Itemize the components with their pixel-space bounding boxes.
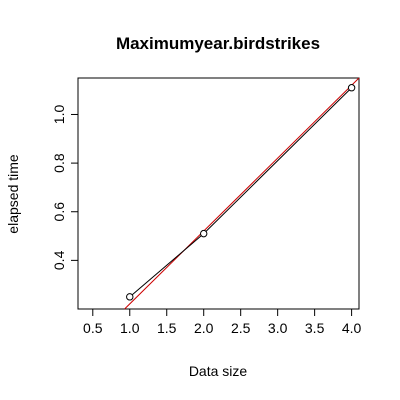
y-tick-label: 0.4 <box>51 250 67 270</box>
x-axis: 0.5 1.0 1.5 2.0 2.5 3.0 3.5 4.0 <box>83 309 362 336</box>
x-axis-label: Data size <box>189 363 248 379</box>
x-tick-label: 2.0 <box>194 320 214 336</box>
x-tick-label: 4.0 <box>342 320 362 336</box>
series-line <box>129 87 352 298</box>
y-axis-label: elapsed time <box>5 154 21 234</box>
x-tick-label: 3.5 <box>305 320 325 336</box>
fit-line-layer <box>124 77 360 310</box>
data-point <box>347 84 356 92</box>
x-tick-label: 2.5 <box>231 320 251 336</box>
series-layer <box>126 84 356 301</box>
y-tick-label: 0.8 <box>51 153 67 173</box>
data-point <box>200 229 208 238</box>
y-tick-label: 0.6 <box>51 202 67 222</box>
y-axis: 0.4 0.6 0.8 1.0 <box>51 105 78 270</box>
x-tick-label: 1.0 <box>120 320 140 336</box>
x-tick-label: 1.5 <box>157 320 177 336</box>
y-tick-label: 1.0 <box>51 105 67 125</box>
x-tick-label: 0.5 <box>83 320 103 336</box>
fit-line <box>124 77 360 310</box>
plot-frame <box>77 77 360 310</box>
data-point <box>126 293 134 301</box>
chart-title: Maximumyear.birdstrikes <box>116 34 320 53</box>
x-tick-label: 3.0 <box>268 320 288 336</box>
